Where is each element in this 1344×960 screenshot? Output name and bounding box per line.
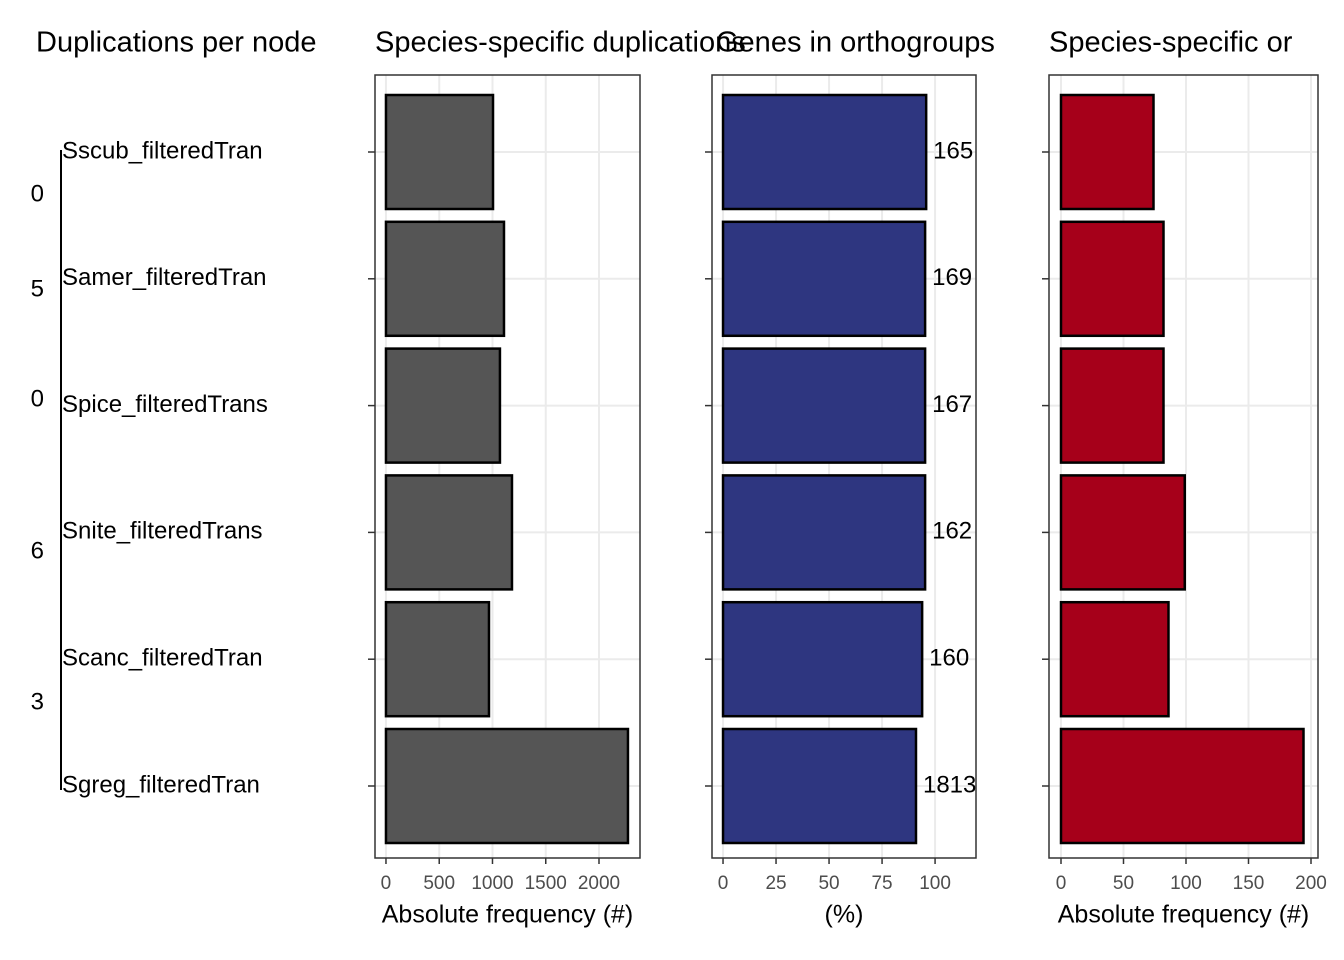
bar [1059,220,1165,338]
bar [721,347,927,464]
tip-label: Sscub_filteredTran [62,137,263,164]
x-tick-label: 50 [818,873,839,894]
bar [721,474,927,591]
bar-group: 165 169 167 162 160 1813 [721,93,976,845]
bar [384,600,491,718]
bar [384,93,495,211]
x-tick-label: 1500 [525,873,567,894]
bar-group [384,93,630,845]
panel-title: Species-specific or [1049,27,1293,59]
bar [1059,600,1170,718]
x-tick-label: 100 [1170,873,1202,894]
node-label: 0 [31,385,44,412]
x-tick-label: 500 [423,873,455,894]
x-tick-label: 0 [381,873,392,894]
x-tick-label: 0 [718,873,729,894]
bar-annotation: 169 [932,264,972,291]
bar [1059,474,1186,591]
bar [721,93,928,211]
panel-border [1048,74,1319,859]
panel-title: Species-specific duplications [375,27,746,59]
x-tick-label: 0 [1056,873,1067,894]
node-label: 6 [31,537,44,564]
x-axis-title: Absolute frequency (#) [382,901,634,929]
node-label: 0 [31,180,44,207]
tip-label: Snite_filteredTrans [62,518,263,545]
bar [1059,93,1155,211]
bar [721,600,924,718]
bar-annotation: 165 [933,137,973,164]
node-label: 3 [31,688,44,715]
x-tick-label: 2000 [578,873,620,894]
tip-label: Sgreg_filteredTran [62,771,260,798]
panel-title: Genes in orthogroups [716,27,995,59]
panel-border [374,74,641,859]
panel-border [711,74,977,859]
bar [721,220,927,338]
bar [384,347,502,464]
bar [721,727,918,845]
tip-group: Sscub_filteredTran Samer_filteredTran Spic… [62,137,268,798]
x-tick-label: 100 [919,873,951,894]
tip-label: Samer_filteredTran [62,264,267,291]
bar-annotation: 1813 [923,771,976,798]
x-tick-label: 200 [1295,873,1327,894]
x-tick-label: 75 [871,873,892,894]
tip-label: Spice_filteredTrans [62,391,268,418]
bar-annotation: 162 [932,518,972,545]
node-label: 5 [31,275,44,302]
bar-annotation: 160 [929,645,969,672]
bar [384,474,514,591]
bar [1059,347,1165,464]
x-tick-label: 50 [1113,873,1134,894]
x-axis-title: (%) [825,901,864,929]
bar-group [1059,93,1305,845]
bar [384,220,506,338]
panel-title: Duplications per node [36,27,317,59]
bar [384,727,630,845]
x-tick-label: 150 [1233,873,1265,894]
x-tick-label: 25 [765,873,786,894]
x-axis-title: Absolute frequency (#) [1058,901,1310,929]
bar-annotation: 167 [932,391,972,418]
bar [1059,727,1305,845]
tip-label: Scanc_filteredTran [62,645,263,672]
x-tick-label: 1000 [471,873,513,894]
